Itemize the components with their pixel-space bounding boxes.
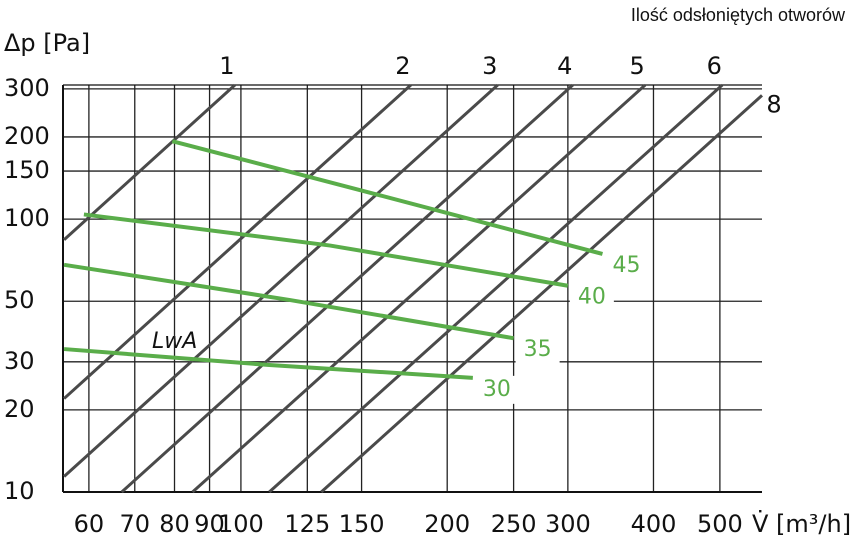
line-label: 40: [578, 285, 606, 310]
opening-line: [120, 83, 574, 494]
line-label: 1: [219, 52, 234, 80]
opening-line: [63, 83, 412, 400]
line-label: 8: [766, 90, 781, 118]
noise-line: [171, 139, 603, 256]
y-tick-label: 30: [4, 347, 35, 375]
y-tick-label: 200: [4, 122, 50, 150]
opening-line: [63, 83, 499, 478]
line-label: 5: [630, 52, 645, 80]
x-tick-label: 250: [491, 510, 537, 538]
x-tick-label: 200: [424, 510, 470, 538]
x-tick-label: 400: [631, 510, 677, 538]
line-label: 35: [524, 337, 552, 362]
label-background: [604, 251, 649, 280]
y-tick-label: 300: [4, 74, 50, 102]
line-label: 3: [482, 52, 497, 80]
y-tick-label: 100: [4, 204, 50, 232]
y-tick-label: 150: [4, 156, 50, 184]
x-tick-label: 500: [697, 510, 743, 538]
x-tick-label: 60: [74, 510, 105, 538]
x-tick-label: 150: [339, 510, 385, 538]
x-tick-label: 300: [545, 510, 591, 538]
y-tick-label: 20: [4, 395, 35, 423]
line-label: 6: [707, 52, 722, 80]
label-background: [515, 336, 560, 365]
x-axis-label: V̇ [m³/h]: [752, 510, 850, 538]
x-tick-label: 125: [284, 510, 330, 538]
line-label: 45: [612, 253, 640, 278]
opening-line: [191, 83, 647, 494]
y-tick-label: 10: [4, 477, 35, 505]
opening-line: [268, 83, 724, 494]
x-tick-label: 100: [218, 510, 264, 538]
y-tick-label: 50: [4, 286, 35, 314]
noise-line: [83, 212, 569, 288]
line-label: 4: [557, 52, 572, 80]
x-tick-label: 90: [194, 510, 225, 538]
chart-title: Ilość odsłoniętych otworów: [631, 5, 846, 25]
noise-line: [63, 262, 514, 341]
y-axis-label: Δp [Pa]: [4, 29, 90, 57]
label-background: [569, 283, 614, 312]
opening-line: [320, 94, 764, 494]
x-tick-label: 70: [119, 510, 150, 538]
noise-line: [63, 347, 473, 380]
line-label: 2: [395, 52, 410, 80]
x-tick-label: 80: [159, 510, 190, 538]
label-background: [474, 375, 519, 404]
line-label: 30: [483, 377, 511, 402]
